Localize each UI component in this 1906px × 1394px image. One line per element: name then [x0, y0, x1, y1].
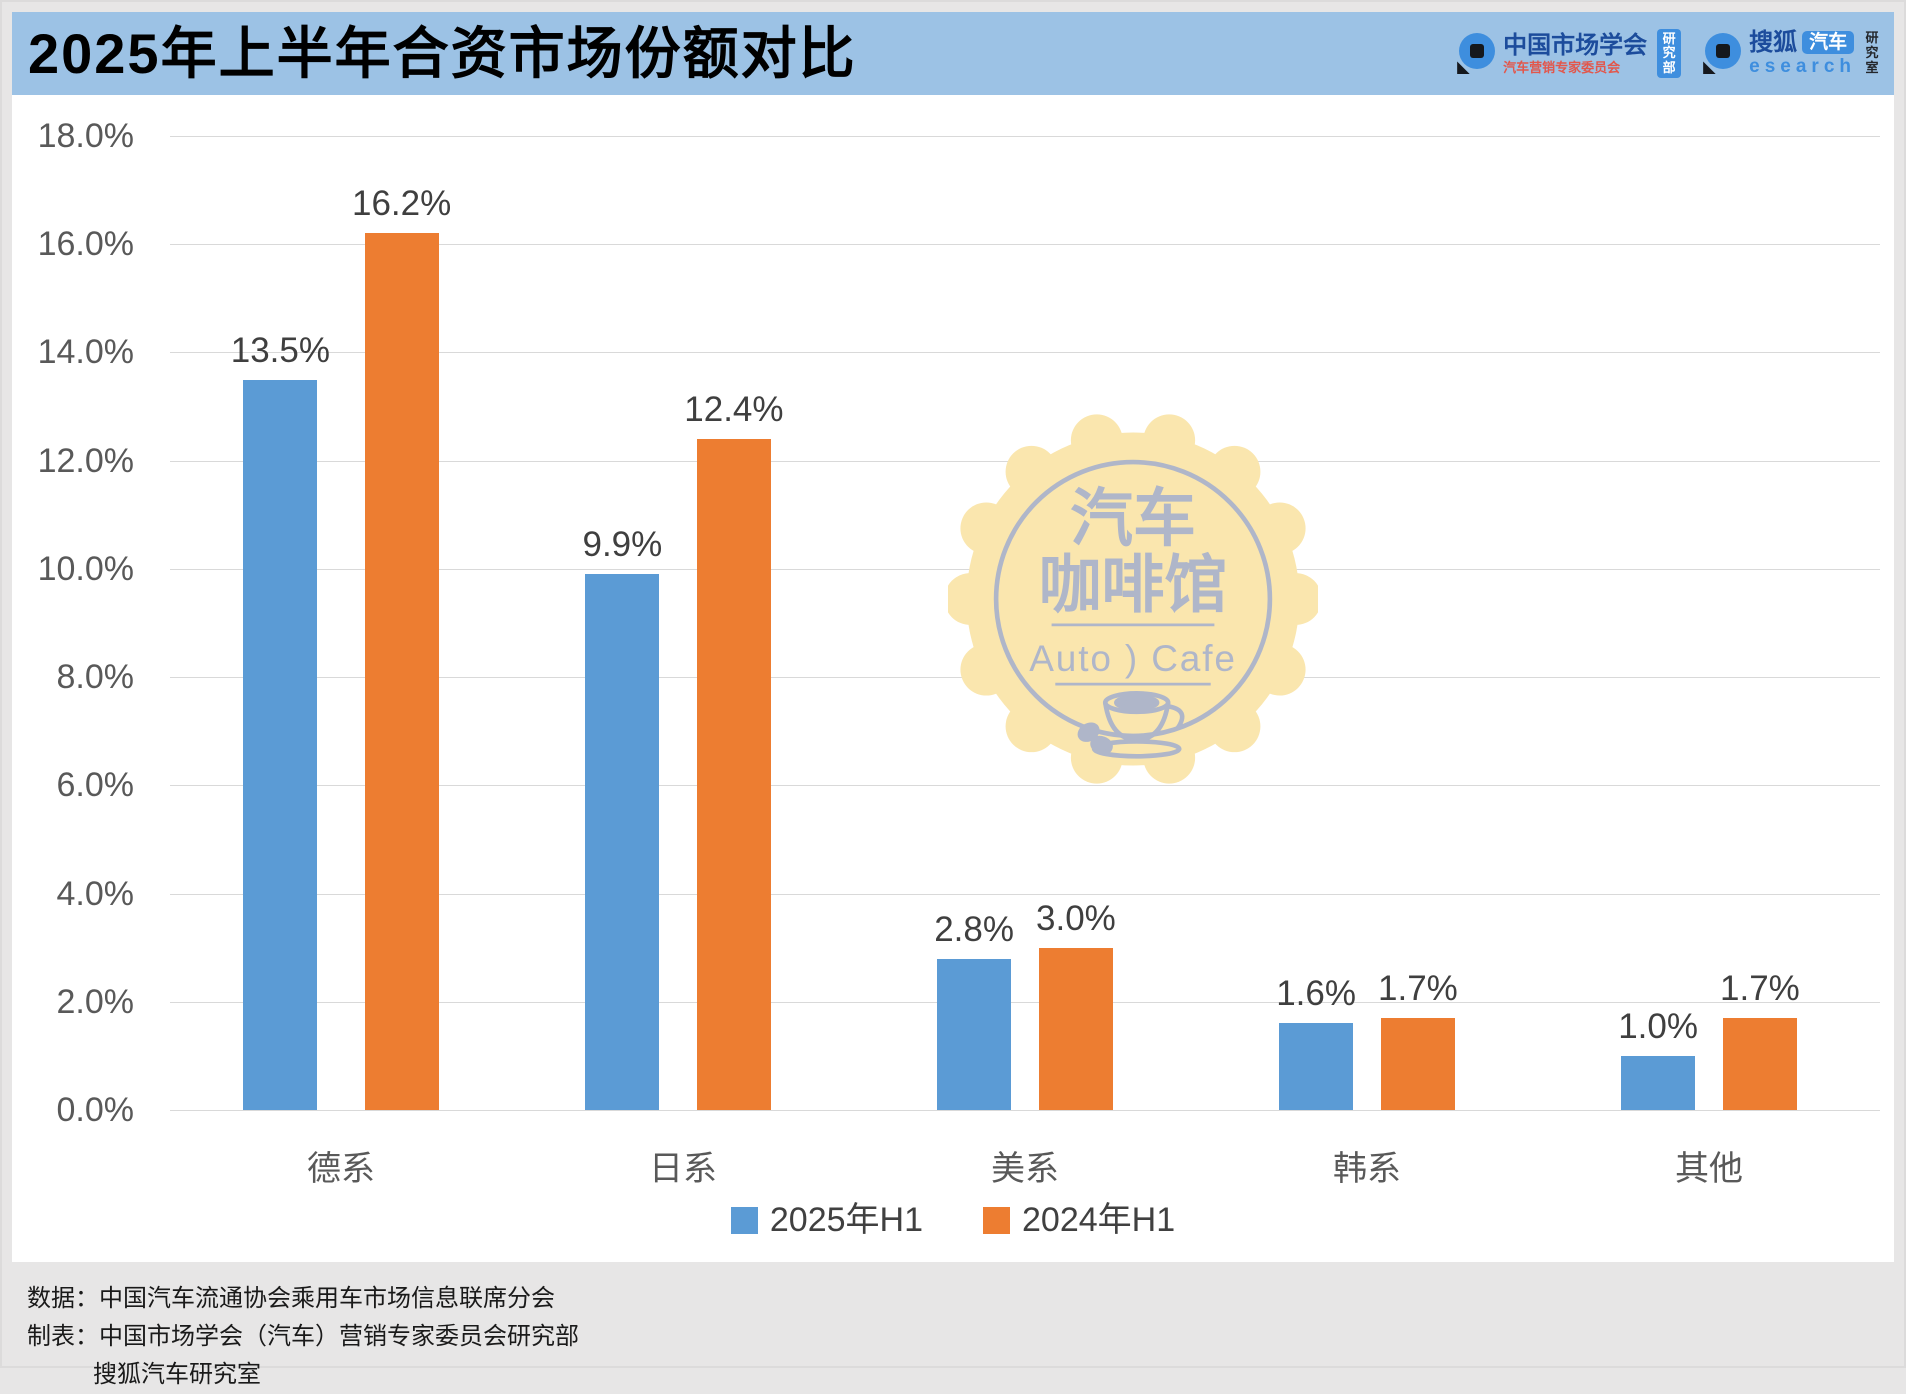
y-tick-label: 16.0% — [37, 225, 134, 264]
y-tick-label: 10.0% — [37, 549, 134, 588]
y-tick-label: 2.0% — [56, 982, 135, 1021]
category-label: 德系 — [307, 1150, 375, 1188]
bar-2024年H1 — [696, 439, 771, 1110]
bar-2024年H1 — [1722, 1018, 1797, 1110]
category-label: 日系 — [649, 1150, 717, 1188]
research-dept-badge: 研究部 — [1657, 29, 1682, 78]
bar-with-label: 1.6% — [1276, 976, 1356, 1110]
bar-with-label: 1.7% — [1720, 971, 1800, 1110]
page-title: 2025年上半年合资市场份额对比 — [28, 21, 857, 85]
bar-value-label: 1.7% — [1378, 969, 1458, 1009]
bar-2025年H1 — [585, 574, 660, 1110]
bar-with-label: 1.7% — [1378, 971, 1458, 1110]
bar-2025年H1 — [243, 379, 318, 1110]
bar-group-1: 13.5% 16.2% — [170, 136, 512, 1110]
chart-area: 0.0% 2.0% 4.0% 6.0% 8.0% 10.0% 12.0% 14.0% 16.0%… — [12, 95, 1894, 1262]
x-axis: 德系 日系 美系 韩系 其他 — [170, 1141, 1880, 1190]
bar-value-label: 2.8% — [934, 909, 1014, 949]
legend-label: 2024年H1 — [1022, 1201, 1176, 1239]
title-bar: 2025年上半年合资市场份额对比 中国市场学会 汽车营销专家委员会 研究部 — [12, 12, 1894, 95]
bar-value-label: 1.6% — [1276, 974, 1356, 1014]
gridline — [170, 136, 1880, 137]
author-line-2: 搜狐汽车研究室 — [93, 1361, 261, 1388]
legend-item: 2025年H1 — [730, 1201, 923, 1239]
legend-swatch — [983, 1206, 1010, 1234]
bar-value-label: 1.7% — [1720, 969, 1800, 1009]
y-tick-label: 0.0% — [56, 1091, 135, 1129]
y-tick-label: 4.0% — [56, 874, 135, 913]
magnifier-logo-icon — [1457, 31, 1497, 75]
y-axis: 0.0% 2.0% 4.0% 6.0% 8.0% 10.0% 12.0% 14.0% 16.0%… — [12, 119, 135, 1127]
bar-groups: 13.5% 16.2% 9.9% 12.4% 2.8% 3.0% 1.6% 1.7% 1.0% 1… — [170, 136, 1880, 1110]
gridline — [170, 244, 1880, 246]
bar-value-label: 3.0% — [1036, 898, 1116, 938]
source-footer: 数据：中国汽车流通协会乘用车市场信息联席分会 制表：中国市场学会（汽车）营销专家… — [27, 1280, 579, 1394]
bar-group-2: 9.9% 12.4% — [512, 136, 854, 1110]
bar-2024年H1 — [1038, 947, 1113, 1110]
logo-subtitle: 汽车营销专家委员会 — [1503, 59, 1621, 75]
author-line: 制表：中国市场学会（汽车）营销专家委员会研究部 — [27, 1323, 579, 1350]
logo-title: 搜狐 — [1749, 28, 1798, 56]
chart-card: 2025年上半年合资市场份额对比 中国市场学会 汽车营销专家委员会 研究部 — [12, 12, 1894, 1262]
legend-label: 2025年H1 — [769, 1201, 923, 1239]
y-tick-label: 6.0% — [56, 766, 135, 805]
legend-item: 2024年H1 — [983, 1203, 1175, 1237]
y-tick-label: 8.0% — [56, 658, 135, 697]
y-tick-label: 18.0% — [37, 117, 134, 155]
auto-chip: 汽车 — [1802, 30, 1855, 55]
bar-group-5: 1.0% 1.7% — [1538, 136, 1880, 1110]
y-tick-label: 14.0% — [37, 333, 134, 372]
research-office-label: 研究室 — [1865, 30, 1879, 75]
bar-with-label: 13.5% — [230, 330, 330, 1110]
gridline — [170, 1110, 1880, 1111]
y-tick-label: 12.0% — [37, 441, 134, 480]
bar-value-label: 12.4% — [684, 390, 784, 430]
china-market-society-logo: 中国市场学会 汽车营销专家委员会 研究部 — [1457, 29, 1682, 78]
bar-with-label: 1.0% — [1618, 1009, 1698, 1110]
bar-with-label: 12.4% — [684, 390, 784, 1110]
gridline — [170, 785, 1880, 787]
bar-group-3: 2.8% 3.0% — [854, 136, 1196, 1110]
bar-with-label: 2.8% — [934, 909, 1014, 1110]
gridline — [170, 893, 1880, 895]
gridline — [170, 1001, 1880, 1003]
legend-swatch — [730, 1206, 758, 1234]
legend: 2025年H1 2024年H1 — [12, 1203, 1894, 1237]
bar-value-label: 16.2% — [352, 184, 452, 224]
bar-2024年H1 — [364, 233, 439, 1110]
logo-research-text: esearch — [1749, 56, 1856, 78]
bar-2025年H1 — [1279, 1023, 1354, 1110]
bar-2025年H1 — [937, 958, 1012, 1110]
bar-value-label: 13.5% — [230, 330, 330, 370]
bar-value-label: 9.9% — [582, 525, 663, 565]
category-label: 美系 — [991, 1150, 1059, 1188]
logo-title: 中国市场学会 — [1503, 31, 1648, 59]
header-logos: 中国市场学会 汽车营销专家委员会 研究部 搜狐 汽车 esearch 研究室 — [1457, 29, 1880, 78]
magnifier-logo-icon — [1703, 31, 1743, 75]
gridline — [170, 352, 1880, 354]
bar-with-label: 9.9% — [582, 527, 662, 1110]
bar-with-label: 16.2% — [352, 186, 451, 1110]
bar-2025年H1 — [1621, 1055, 1696, 1110]
plot-area: 汽车 咖啡馆 Auto ) Cafe 13.5% 16.2% 9.9% 12.4% 2.… — [170, 136, 1880, 1111]
category-label: 韩系 — [1333, 1150, 1401, 1188]
sohu-auto-logo: 搜狐 汽车 esearch 研究室 — [1703, 30, 1880, 77]
bar-group-4: 1.6% 1.7% — [1196, 136, 1538, 1110]
category-label: 其他 — [1675, 1150, 1743, 1188]
bar-2024年H1 — [1380, 1018, 1455, 1110]
data-source-line: 数据：中国汽车流通协会乘用车市场信息联席分会 — [27, 1285, 555, 1312]
bar-value-label: 1.0% — [1618, 1006, 1698, 1046]
bar-with-label: 3.0% — [1036, 901, 1116, 1110]
